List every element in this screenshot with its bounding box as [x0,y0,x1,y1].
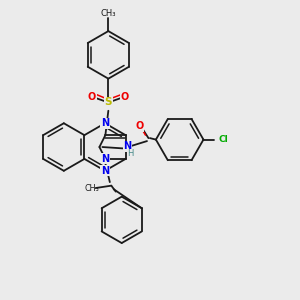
Text: S: S [105,98,112,107]
Text: O: O [88,92,96,101]
Text: CH₃: CH₃ [100,9,116,18]
Text: O: O [135,121,144,131]
Text: Cl: Cl [218,134,228,143]
Text: N: N [124,141,132,151]
Text: N: N [101,166,109,176]
Text: O: O [121,92,129,101]
Text: H: H [127,149,133,158]
Text: N: N [101,154,110,164]
Text: N: N [101,118,109,128]
Text: CH₃: CH₃ [85,184,99,193]
